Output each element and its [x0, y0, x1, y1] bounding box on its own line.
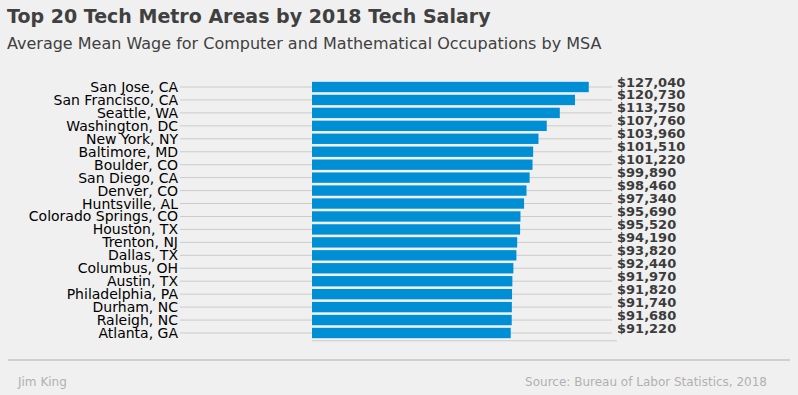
data-label: $91,220 [617, 321, 676, 336]
bar [312, 276, 512, 286]
bar [312, 172, 530, 182]
bar [312, 134, 538, 144]
bar [312, 250, 516, 260]
bar [312, 147, 533, 157]
bar [312, 289, 512, 299]
bar [312, 315, 512, 325]
credit: Jim King [17, 375, 67, 389]
bar [312, 108, 560, 118]
bar [312, 224, 520, 234]
bar [312, 198, 524, 208]
x-axis-line [312, 340, 617, 341]
title: Top 20 Tech Metro Areas by 2018 Tech Sal… [7, 5, 491, 27]
bar [312, 82, 589, 92]
source: Source: Bureau of Labor Statistics, 2018 [525, 375, 767, 389]
footer-line [8, 360, 790, 361]
bar [312, 211, 520, 221]
bars [312, 82, 589, 338]
bar [312, 185, 527, 195]
category-label: Atlanta, GA [98, 325, 178, 341]
bar [312, 95, 575, 105]
bar [312, 328, 511, 338]
bar [312, 237, 517, 247]
subtitle: Average Mean Wage for Computer and Mathe… [7, 34, 601, 53]
chart: Top 20 Tech Metro Areas by 2018 Tech Sal… [0, 0, 798, 395]
bar [312, 160, 533, 170]
bar [312, 121, 547, 131]
background [0, 0, 798, 395]
bar [312, 263, 513, 273]
bar [312, 302, 512, 312]
